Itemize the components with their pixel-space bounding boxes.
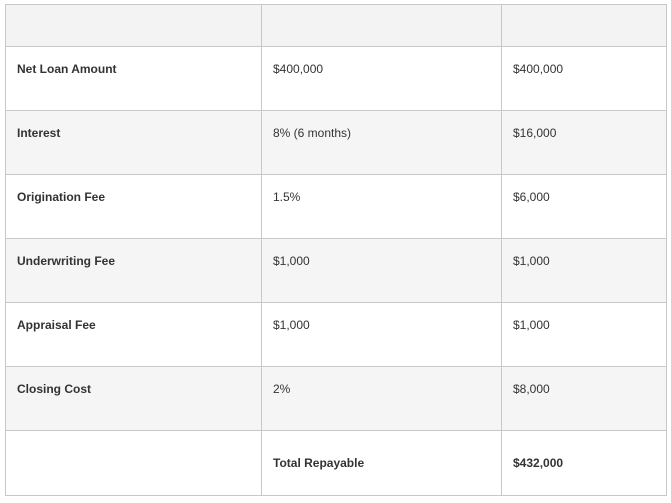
row-rate: $1,000 (261, 238, 502, 303)
table-row: Appraisal Fee $1,000 $1,000 (5, 302, 667, 367)
row-rate: 1.5% (261, 174, 502, 239)
table-row: Net Loan Amount $400,000 $400,000 (5, 46, 667, 111)
row-label: Closing Cost (5, 366, 262, 431)
header-cell (501, 4, 667, 47)
loan-cost-table: Net Loan Amount $400,000 $400,000 Intere… (5, 4, 667, 496)
row-amount: $8,000 (501, 366, 667, 431)
row-amount: $1,000 (501, 238, 667, 303)
row-amount: $6,000 (501, 174, 667, 239)
total-amount: $432,000 (501, 430, 667, 496)
total-rate-label: Total Repayable (261, 430, 502, 496)
row-amount: $400,000 (501, 46, 667, 111)
row-amount: $16,000 (501, 110, 667, 175)
table-row: Underwriting Fee $1,000 $1,000 (5, 238, 667, 303)
row-rate: $400,000 (261, 46, 502, 111)
row-label: Underwriting Fee (5, 238, 262, 303)
table-header-row (5, 4, 667, 47)
table-row: Closing Cost 2% $8,000 (5, 366, 667, 431)
header-cell (261, 4, 502, 47)
table-row: Origination Fee 1.5% $6,000 (5, 174, 667, 239)
row-label: Interest (5, 110, 262, 175)
total-row: Total Repayable $432,000 (5, 430, 667, 496)
loan-cost-table-container: Net Loan Amount $400,000 $400,000 Intere… (5, 4, 667, 496)
row-rate: $1,000 (261, 302, 502, 367)
row-label: Net Loan Amount (5, 46, 262, 111)
row-amount: $1,000 (501, 302, 667, 367)
row-label: Appraisal Fee (5, 302, 262, 367)
row-label: Origination Fee (5, 174, 262, 239)
header-cell (5, 4, 262, 47)
table-row: Interest 8% (6 months) $16,000 (5, 110, 667, 175)
total-label (5, 430, 262, 496)
row-rate: 8% (6 months) (261, 110, 502, 175)
row-rate: 2% (261, 366, 502, 431)
